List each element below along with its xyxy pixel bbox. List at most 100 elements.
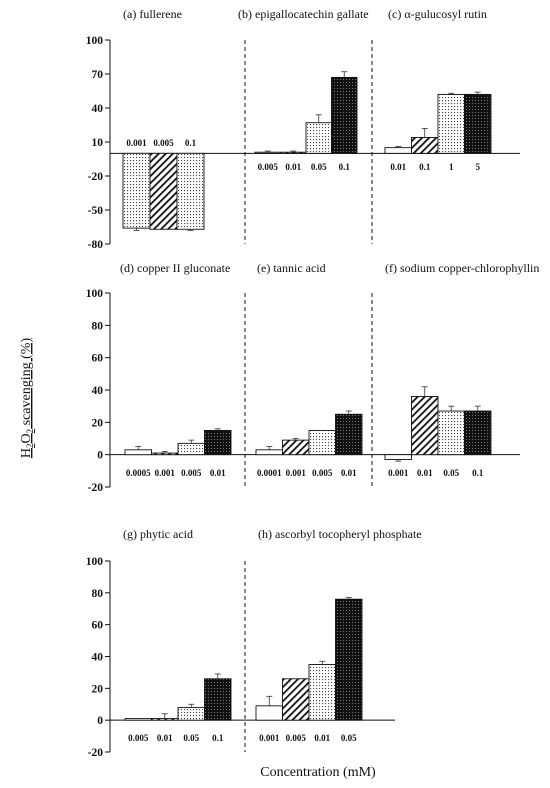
category-label: 0.005 <box>128 733 149 743</box>
panel-title: (b) epigallocatechin gallate <box>238 7 369 21</box>
bar <box>384 147 412 154</box>
bar <box>177 442 205 456</box>
chart-panel-e: (e) tannic acid 0.0001 0.001 0.005 0.01 <box>255 261 373 487</box>
category-label: 0.01 <box>285 162 301 172</box>
y-tick-label: 40 <box>92 103 104 115</box>
bar <box>124 449 152 456</box>
category-label: 0.1 <box>212 733 224 743</box>
category-label: 0.05 <box>311 162 327 172</box>
bar <box>411 396 439 456</box>
bar <box>204 429 232 456</box>
category-label: 5 <box>476 162 481 172</box>
category-label: 0.01 <box>417 468 433 478</box>
category-label: 0.005 <box>286 733 307 743</box>
y-tick-label: 100 <box>86 35 104 47</box>
category-label: 0.0001 <box>257 468 282 478</box>
chart-panel-h: (h) ascorbyl tocopheryl phosphate 0.001 0.… <box>255 527 422 743</box>
category-label: 0.001 <box>259 733 280 743</box>
panel-title: (f) sodium copper-chlorophyllin <box>385 261 539 275</box>
panel-title: (a) fullerene <box>123 7 182 21</box>
y-tick-label: 80 <box>92 588 104 600</box>
y-tick-label: -20 <box>88 482 104 494</box>
bar <box>437 410 465 456</box>
bar <box>151 452 179 456</box>
bar <box>305 122 332 154</box>
y-tick-label: 40 <box>92 652 104 664</box>
category-label: 0.001 <box>388 468 409 478</box>
chart-panel-f: (f) sodium copper-chlorophyllin 0.001 0.01… <box>384 261 539 478</box>
category-label: 0.1 <box>419 162 431 172</box>
y-tick-label: 60 <box>92 353 104 365</box>
category-label: 0.001 <box>286 468 307 478</box>
x-axis-label: Concentration (mM) <box>260 765 376 780</box>
category-label: 0.01 <box>157 733 173 743</box>
bar <box>124 718 152 721</box>
category-label: 0.05 <box>443 468 459 478</box>
category-label: 0.01 <box>210 468 226 478</box>
category-label: 0.005 <box>258 162 279 172</box>
category-label: 0.001 <box>155 468 176 478</box>
chart-panel-b: (b) epigallocatechin gallate 0.005 0.01 0.0… <box>238 7 373 244</box>
panel-title: (c) α-gulucosyl rutin <box>388 7 487 21</box>
bar <box>464 93 492 154</box>
category-label: 0.005 <box>181 468 202 478</box>
y-tick-label: 10 <box>92 137 104 149</box>
bar <box>464 410 492 456</box>
y-tick-label: 20 <box>92 417 104 429</box>
category-label: 0.1 <box>472 468 484 478</box>
category-label: 0.005 <box>312 468 333 478</box>
bar <box>437 93 465 154</box>
y-tick-label: 0 <box>97 450 103 462</box>
panel-title: (g) phytic acid <box>123 527 193 541</box>
y-tick-label: 80 <box>92 320 104 332</box>
chart-panel-a: (a) fullerene -80 -50 -20 10 40 70 100 0.001 0.00… <box>86 7 520 251</box>
y-tick-label: -50 <box>88 205 104 217</box>
category-label: 0.1 <box>339 162 351 172</box>
bar <box>384 454 412 460</box>
category-label: 0.01 <box>314 733 330 743</box>
bar <box>282 678 310 721</box>
category-label: 0.001 <box>126 138 147 148</box>
bar <box>122 152 151 229</box>
chart-panel-d: (d) copper II gluconate -20 0 20 40 60 80 100 0.… <box>86 261 520 494</box>
y-tick-label: -20 <box>88 171 104 183</box>
y-tick-label: -20 <box>88 747 104 759</box>
y-tick-label: 100 <box>86 288 104 300</box>
y-tick-label: 40 <box>92 385 104 397</box>
bar <box>151 718 179 721</box>
bar <box>255 449 283 456</box>
category-label: 0.05 <box>183 733 199 743</box>
category-label: 0.005 <box>153 138 174 148</box>
bar <box>254 151 281 154</box>
chart-panel-g: (g) phytic acid -20 0 20 40 60 80 100 0.005 0.01 0… <box>86 527 395 759</box>
bar <box>308 429 336 456</box>
bar <box>308 664 336 721</box>
bar <box>335 413 363 456</box>
chart-panel-c: (c) α-gulucosyl rutin 0.01 0.1 1 5 <box>384 7 492 172</box>
bar <box>280 151 307 154</box>
category-label: 0.05 <box>341 733 357 743</box>
y-tick-label: 20 <box>92 683 104 695</box>
y-tick-label: 70 <box>92 69 104 81</box>
bar <box>331 76 358 154</box>
bar <box>149 152 178 230</box>
panel-title: (h) ascorbyl tocopheryl phosphate <box>258 527 422 541</box>
bar <box>255 705 283 721</box>
y-tick-label: -80 <box>88 239 104 251</box>
bar <box>177 706 205 721</box>
category-label: 0.1 <box>185 138 197 148</box>
bar <box>411 137 439 154</box>
y-axis-label: H2O2 scavenging (%) <box>19 338 35 459</box>
category-label: 0.01 <box>341 468 357 478</box>
panel-title: (e) tannic acid <box>257 261 326 275</box>
category-label: 1 <box>449 162 454 172</box>
bar <box>176 152 205 230</box>
y-tick-label: 100 <box>86 556 104 568</box>
bar <box>335 598 363 721</box>
category-label: 0.0005 <box>126 468 151 478</box>
panel-title: (d) copper II gluconate <box>120 261 230 275</box>
bar <box>204 678 232 721</box>
bar <box>282 439 310 456</box>
y-tick-label: 0 <box>97 715 103 727</box>
